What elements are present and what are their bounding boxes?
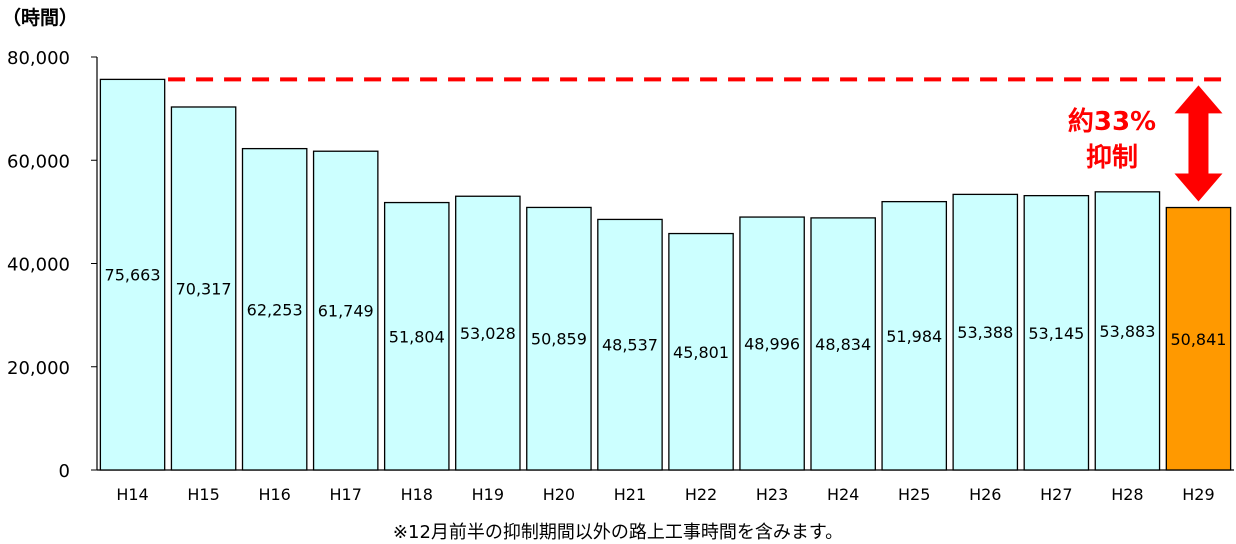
bar: [526, 206, 592, 471]
x-tick-label: H16: [258, 485, 290, 504]
bar-value-label: 53,145: [1028, 324, 1084, 343]
annotation-suppress: 抑制: [1086, 143, 1138, 173]
bar-value-label: 53,388: [957, 323, 1013, 342]
bar: [170, 106, 237, 471]
bar-value-label: 48,537: [602, 336, 658, 355]
x-tick-labels: H14 H15 H16 H17 H18 H19 H20 H21 H22 H23 H24 H25 H26 H…: [116, 485, 1214, 504]
bar: [881, 200, 948, 471]
bar: [312, 150, 379, 471]
x-tick-label: H23: [756, 485, 788, 504]
x-tick-label: H22: [685, 485, 717, 504]
x-tick-label: H29: [1182, 485, 1214, 504]
bar: [1023, 194, 1090, 471]
x-tick-label: H24: [827, 485, 859, 504]
bar: [383, 201, 450, 471]
bar: [1094, 191, 1161, 471]
x-tick-label: H19: [472, 485, 504, 504]
bar-value-label: 53,028: [460, 324, 516, 343]
bar: [99, 78, 166, 471]
x-tick-label: H27: [1040, 485, 1072, 504]
bar-value-label: 53,883: [1099, 322, 1155, 341]
bar-value-label: 50,841: [1170, 330, 1226, 349]
x-tick-label: H26: [969, 485, 1001, 504]
bar: [668, 232, 734, 471]
bar-value-label: 61,749: [318, 302, 374, 321]
y-tick-label: 0: [59, 461, 70, 482]
bar-value-label: 51,984: [886, 327, 942, 346]
bar: [597, 218, 663, 471]
bar-value-label: 62,253: [247, 300, 303, 319]
x-tick-label: H25: [898, 485, 930, 504]
y-tick-label: 40,000: [7, 255, 70, 276]
y-tick-label: 80,000: [7, 48, 70, 69]
bar-value-label: 48,834: [815, 335, 871, 354]
x-tick-label: H15: [187, 485, 219, 504]
x-tick-label: H28: [1111, 485, 1143, 504]
x-tick-label: H21: [614, 485, 646, 504]
bar: [952, 193, 1019, 471]
x-tick-label: H14: [116, 485, 148, 504]
double-arrow-icon: [1174, 85, 1223, 202]
bar: [1165, 206, 1232, 471]
annotation-percent: 約33%: [1068, 106, 1156, 137]
x-tick-label: H17: [330, 485, 362, 504]
y-tick-label: 60,000: [7, 151, 70, 172]
bars: [99, 78, 1232, 471]
bar: [241, 147, 308, 471]
y-unit-label: （時間）: [2, 6, 78, 29]
bar: [455, 195, 521, 471]
footnote: ※12月前半の抑制期間以外の路上工事時間を含みます。: [392, 522, 844, 543]
axes: 0 20,000 40,000 60,000 80,000: [7, 48, 1234, 482]
bar: [739, 216, 805, 471]
x-tick-label: H20: [543, 485, 575, 504]
bar-value-label: 48,996: [744, 335, 800, 354]
bar-value-label: 51,804: [389, 327, 445, 346]
x-tick-label: H18: [401, 485, 433, 504]
bar-value-label: 45,801: [673, 343, 729, 362]
bar: [810, 217, 876, 471]
value-labels: 75,663 70,317 62,253 61,749 51,804 53,028 50,8…: [105, 266, 1227, 362]
bar-value-label: 70,317: [176, 279, 232, 298]
bar-value-label: 75,663: [105, 266, 161, 285]
reduction-annotation: 約33% 抑制: [168, 77, 1230, 202]
y-tick-label: 20,000: [7, 358, 70, 379]
bar-value-label: 50,859: [531, 330, 587, 349]
